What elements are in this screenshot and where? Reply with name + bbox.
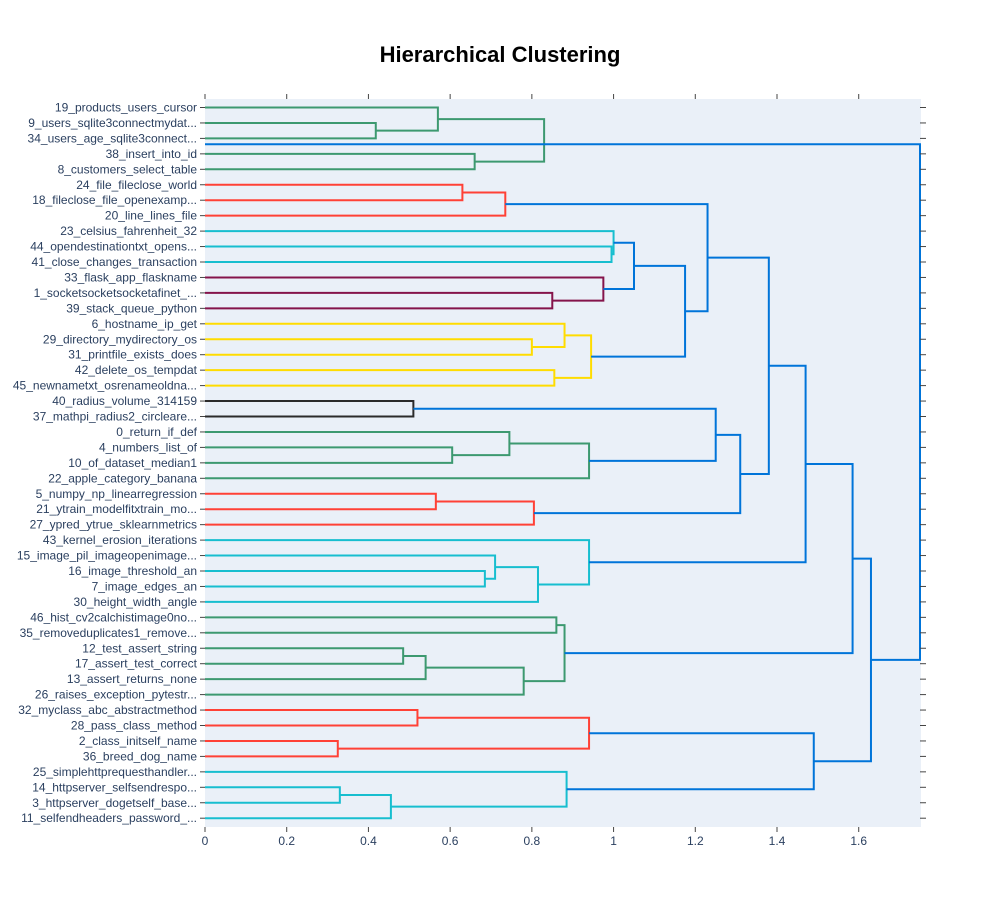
- x-tick-label: 0.2: [278, 834, 295, 848]
- leaf-label: 25_simplehttprequesthandler...: [33, 765, 197, 779]
- leaf-label: 31_printfile_exists_does: [68, 348, 197, 362]
- leaf-label: 46_hist_cv2calchistimage0no...: [30, 610, 197, 624]
- dendrogram-link: [566, 732, 815, 791]
- dendrogram-link: [205, 539, 591, 586]
- labels-layer: 19_products_users_cursor9_users_sqlite3c…: [13, 101, 868, 849]
- leaf-label: 21_ytrain_modelfitxtrain_mo...: [36, 502, 197, 516]
- dendrogram-link: [205, 338, 533, 356]
- leaf-label: 19_products_users_cursor: [55, 101, 197, 115]
- leaf-label: 43_kernel_erosion_iterations: [43, 533, 197, 547]
- x-tick-label: 0.6: [442, 834, 459, 848]
- leaf-label: 40_radius_volume_314159: [52, 394, 197, 408]
- leaf-label: 27_ypred_ytrue_sklearnmetrics: [30, 518, 197, 532]
- dendrogram-link: [205, 616, 558, 634]
- leaf-label: 9_users_sqlite3connectmydat...: [28, 116, 197, 130]
- leaf-label: 3_httpserver_dogetself_base...: [32, 796, 197, 810]
- leaf-label: 29_directory_mydirectory_os: [43, 332, 197, 346]
- dendrogram-link: [205, 709, 419, 727]
- links-layer: [205, 106, 921, 820]
- leaf-label: 20_line_lines_file: [105, 209, 197, 223]
- leaf-label: 8_customers_select_table: [58, 162, 198, 176]
- leaf-label: 41_close_changes_transaction: [32, 255, 197, 269]
- dendrogram-link: [437, 118, 546, 163]
- leaf-label: 37_mathpi_radius2_circleare...: [33, 410, 197, 424]
- leaf-label: 17_assert_test_correct: [75, 657, 198, 671]
- dendrogram-link: [591, 264, 687, 358]
- leaf-label: 18_fileclose_file_openexamp...: [32, 193, 197, 207]
- x-tick-label: 1.6: [850, 834, 867, 848]
- leaf-label: 34_users_age_sqlite3connect...: [28, 131, 197, 145]
- dendrogram-link: [205, 152, 476, 171]
- leaf-label: 16_image_threshold_an: [68, 564, 197, 578]
- x-tick-label: 1.2: [687, 834, 704, 848]
- leaf-label: 12_test_assert_string: [82, 641, 197, 655]
- dendrogram-link: [337, 716, 591, 750]
- leaf-label: 28_pass_class_method: [71, 719, 197, 733]
- leaf-label: 1_socketsocketsocketafinet_...: [34, 286, 197, 300]
- leaf-label: 0_return_if_def: [116, 425, 197, 439]
- chart-title: Hierarchical Clustering: [379, 42, 621, 67]
- leaf-label: 35_removeduplicates1_remove...: [20, 626, 197, 640]
- leaf-label: 45_newnametxt_osrenameoldna...: [13, 379, 197, 393]
- leaf-label: 7_image_edges_an: [92, 579, 197, 593]
- dendrogram-link: [205, 276, 605, 302]
- leaf-label: 6_hostname_ip_get: [92, 317, 198, 331]
- leaf-label: 5_numpy_np_linearregression: [36, 487, 197, 501]
- dendrogram-link: [205, 570, 486, 588]
- leaf-label: 32_myclass_abc_abstractmethod: [18, 703, 197, 717]
- leaf-label: 11_selfendheaders_password_...: [21, 811, 197, 825]
- leaf-label: 30_height_width_angle: [74, 595, 198, 609]
- x-tick-label: 0: [202, 834, 209, 848]
- ticks-layer: [200, 94, 926, 832]
- dendrogram-link: [205, 442, 591, 480]
- leaf-label: 24_file_fileclose_world: [76, 178, 197, 192]
- x-tick-label: 0.4: [360, 834, 377, 848]
- leaf-label: 4_numbers_list_of: [99, 440, 198, 454]
- dendrogram-link: [205, 647, 405, 665]
- x-tick-label: 1.4: [769, 834, 786, 848]
- leaf-label: 14_httpserver_selfsendrespo...: [32, 780, 197, 794]
- leaf-label: 36_breed_dog_name: [83, 749, 197, 763]
- leaf-label: 42_delete_os_tempdat: [75, 363, 198, 377]
- leaf-label: 39_stack_queue_python: [66, 301, 197, 315]
- x-tick-label: 1: [610, 834, 617, 848]
- leaf-label: 15_image_pil_imageopenimage...: [17, 549, 197, 563]
- dendrogram-link: [413, 407, 717, 462]
- leaf-label: 23_celsius_fahrenheit_32: [60, 224, 197, 238]
- x-tick-label: 0.8: [524, 834, 541, 848]
- leaf-label: 33_flask_app_flaskname: [64, 270, 197, 284]
- leaf-label: 44_opendestinationtxt_opens...: [30, 240, 197, 254]
- leaf-label: 38_insert_into_id: [106, 147, 197, 161]
- dendrogram-link: [205, 230, 615, 256]
- leaf-label: 26_raises_exception_pytestr...: [35, 688, 197, 702]
- leaf-label: 10_of_dataset_median1: [68, 456, 197, 470]
- dendrogram-link: [205, 143, 921, 661]
- dendrogram-link: [813, 557, 872, 763]
- leaf-label: 22_apple_category_banana: [48, 471, 197, 485]
- leaf-label: 13_assert_returns_none: [67, 672, 197, 686]
- dendrogram-link: [205, 400, 415, 418]
- leaf-label: 2_class_initself_name: [79, 734, 197, 748]
